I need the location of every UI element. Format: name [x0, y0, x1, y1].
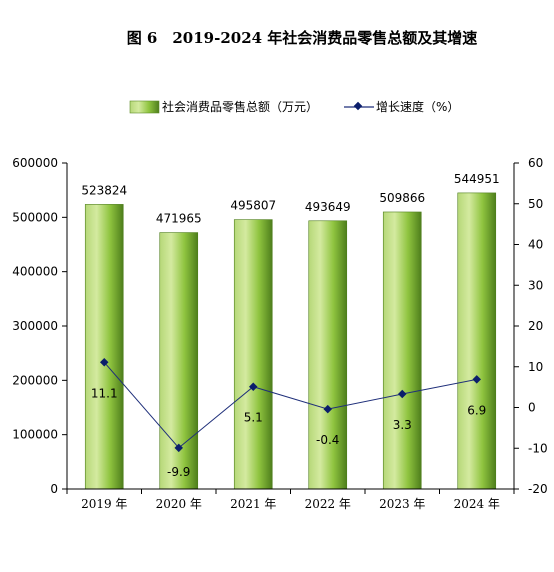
bar	[233, 219, 273, 490]
growth-value-label: -9.9	[167, 465, 190, 479]
right-axis-tick-label: 40	[528, 238, 543, 252]
growth-point-marker	[472, 375, 481, 384]
right-axis-tick-label: 50	[528, 197, 543, 211]
left-axis-tick-label: 100000	[12, 428, 58, 442]
growth-line	[103, 361, 477, 449]
x-axis-tick-label: 2022 年	[305, 497, 351, 511]
left-axis-tick-label: 200000	[12, 373, 58, 387]
legend-line-marker	[353, 101, 363, 111]
bar-value-label: 495807	[230, 199, 276, 213]
x-axis-tick-label: 2023 年	[379, 497, 425, 511]
growth-point-marker	[100, 358, 109, 367]
growth-point-marker	[323, 404, 332, 414]
legend-bar-label: 社会消费品零售总额（万元）	[162, 99, 318, 114]
right-axis-tick-label: 60	[528, 156, 543, 170]
left-axis-tick-label: 0	[50, 482, 58, 496]
right-axis-tick-label: 10	[528, 360, 543, 374]
x-axis-tick-label: 2020 年	[156, 497, 202, 511]
growth-value-label: 5.1	[244, 411, 263, 425]
left-axis-tick-label: 300000	[12, 319, 58, 333]
growth-point-marker	[398, 389, 407, 399]
right-axis-tick-label: -10	[528, 441, 548, 455]
bar-value-label: 471965	[156, 212, 202, 226]
growth-line-series: 11.1 -9.9 5.1 -0.4 3.3 6.9	[91, 358, 486, 479]
bar-series: 523824 471965 495807 493649 509866 544951	[81, 172, 500, 490]
legend: 社会消费品零售总额（万元） 增长速度（%）	[129, 99, 459, 114]
chart-title: 图 6 2019-2024 年社会消费品零售总额及其增速	[127, 29, 478, 47]
growth-point-marker	[249, 382, 258, 391]
right-axis-tick-label: 30	[528, 278, 543, 292]
right-axis-tick-label: 0	[528, 401, 536, 415]
x-axis-tick-label: 2024 年	[454, 497, 500, 511]
growth-value-label: 11.1	[91, 386, 118, 400]
bar	[382, 211, 422, 490]
legend-bar-swatch	[129, 100, 160, 114]
bar	[308, 220, 348, 490]
left-axis-tick-label: 500000	[12, 210, 58, 224]
bar-value-label: 493649	[305, 200, 351, 214]
bar-value-label: 544951	[454, 172, 500, 186]
growth-point-marker	[174, 443, 183, 453]
bar-value-label: 509866	[379, 191, 425, 205]
bar	[457, 192, 497, 490]
x-axis-tick-label: 2021 年	[230, 497, 276, 511]
growth-value-label: -0.4	[316, 433, 339, 447]
growth-value-label: 6.9	[467, 403, 486, 417]
bar-value-label: 523824	[81, 183, 127, 197]
left-axis-tick-label: 400000	[12, 265, 58, 279]
axes: 0 100000 200000 300000 400000 500000 600000 -20…	[12, 156, 547, 511]
left-axis-tick-label: 600000	[12, 156, 58, 170]
bar	[84, 204, 124, 490]
x-axis-tick-label: 2019 年	[81, 497, 127, 511]
right-axis-tick-label: -20	[528, 482, 548, 496]
right-axis-tick-label: 20	[528, 319, 543, 333]
growth-value-label: 3.3	[393, 418, 412, 432]
legend-line-label: 增长速度（%）	[376, 99, 459, 114]
